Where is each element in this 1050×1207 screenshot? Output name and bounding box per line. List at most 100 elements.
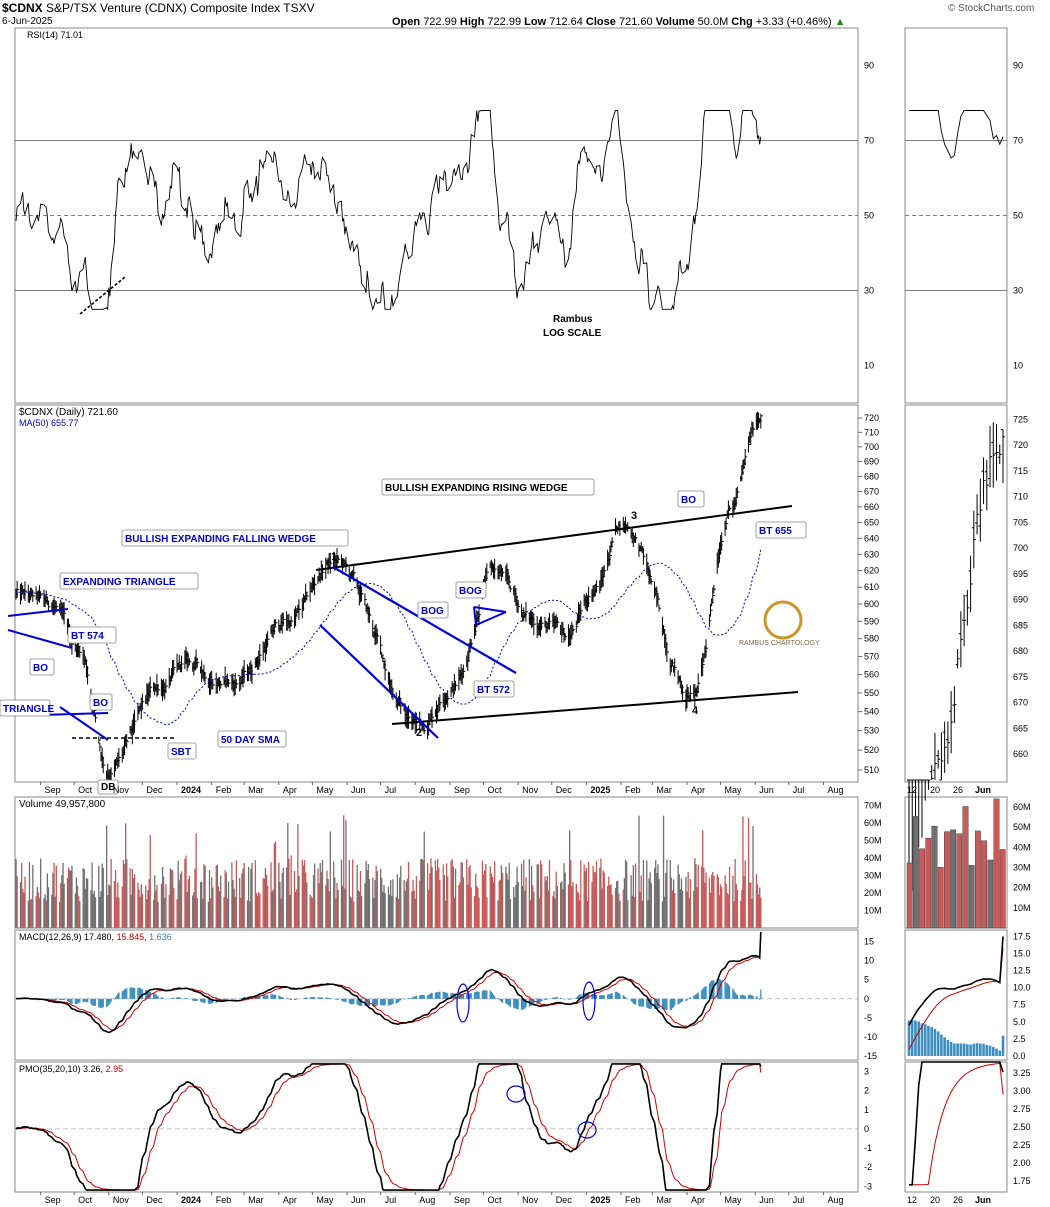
price-x-label: Sep	[45, 785, 61, 795]
macd-histogram-bar	[693, 995, 695, 999]
macd-histogram-bar	[421, 995, 423, 999]
pmo-tick-label: -3	[864, 1181, 872, 1191]
volume-bar	[334, 877, 336, 928]
pmo-x-label: Feb	[625, 1195, 641, 1205]
macd-histogram-bar	[726, 983, 728, 999]
macd-histogram-bar	[118, 992, 120, 999]
volume-bar	[287, 823, 289, 928]
macd-histogram-bar	[429, 994, 431, 999]
macd-histogram-bar	[679, 998, 682, 1003]
volume-bar	[231, 862, 233, 928]
volume-bar	[509, 899, 512, 928]
macd-histogram-bar	[516, 998, 518, 1010]
volume-bar	[263, 878, 265, 928]
volume-bar	[693, 890, 695, 928]
volume-bar	[584, 871, 586, 928]
zoom-macd-hist-bar	[956, 1043, 959, 1056]
bog-label-1-box	[417, 601, 449, 619]
volume-bar	[320, 872, 323, 928]
triangle-label-box	[0, 699, 51, 717]
volume-bar	[126, 859, 128, 928]
volume-bar	[403, 880, 405, 928]
volume-bar	[312, 875, 315, 928]
macd-histogram-bar	[630, 998, 632, 1002]
macd-histogram-bar	[485, 990, 487, 999]
volume-bar	[695, 864, 697, 928]
macd-histogram-bar	[685, 998, 687, 1002]
volume-bar	[239, 877, 241, 928]
volume-bar	[208, 870, 211, 928]
price-tick-label: 690	[864, 456, 879, 466]
volume-bar	[38, 898, 41, 928]
macd-histogram-bar	[78, 998, 80, 1003]
macd-histogram-bar	[373, 998, 375, 1008]
volume-bar	[51, 894, 53, 928]
volume-bar	[744, 860, 746, 928]
price-tick-label: 720	[864, 413, 879, 423]
exchange: TSXV	[283, 1, 315, 15]
volume-bar	[267, 885, 269, 928]
volume-bar	[421, 858, 423, 928]
macd-histogram-bar	[501, 998, 504, 1003]
macd-histogram-bar	[109, 998, 111, 1004]
logo-mark	[763, 600, 803, 640]
macd-histogram-bar	[265, 995, 268, 999]
volume-bar	[201, 881, 203, 928]
macd-histogram-bar	[443, 992, 446, 999]
price-x-label: Apr	[691, 785, 705, 795]
volume-bar	[537, 864, 539, 928]
zoom-volume-bar	[919, 848, 926, 929]
volume-bar	[55, 865, 57, 928]
macd-histogram-bar	[477, 991, 479, 999]
macd-histogram-bar	[458, 993, 460, 999]
zoom-price-tick-label: 720	[1013, 440, 1028, 450]
macd-histogram-bar	[741, 994, 743, 999]
macd-histogram-bar	[318, 997, 320, 999]
macd-histogram-bar	[312, 997, 315, 999]
volume-tick-label: 30M	[864, 871, 882, 881]
volume-bar	[709, 892, 712, 928]
macd-histogram-bar	[572, 998, 574, 999]
volume-bar	[476, 885, 478, 928]
macd-histogram-bar	[662, 998, 665, 1010]
volume-bar	[669, 859, 671, 928]
pmo-x-label: Dec	[556, 1195, 573, 1205]
volume-bar	[46, 873, 49, 928]
macd-histogram-bar	[375, 998, 377, 1007]
volume-bar	[641, 900, 643, 928]
volume-bar	[533, 891, 535, 928]
zoom-pmo-x-label: 12	[907, 1195, 917, 1205]
volume-bar	[419, 880, 421, 928]
zoom-price-tick-label: 660	[1013, 749, 1028, 759]
volume-bar	[517, 881, 519, 928]
macd-histogram-bar	[132, 987, 135, 999]
macd-histogram-bar	[740, 994, 742, 999]
macd-histogram-bar	[603, 995, 605, 999]
volume-bar	[570, 860, 572, 928]
volume-bar	[594, 872, 597, 928]
volume-bar	[273, 843, 276, 928]
zoom-x-label: 26	[953, 785, 963, 795]
volume-bar	[123, 864, 126, 928]
macd-histogram-bar	[121, 991, 123, 999]
macd-histogram-bar	[665, 998, 667, 1011]
bt574-label-box	[67, 626, 117, 644]
macd-histogram-bar	[358, 998, 361, 1006]
volume-bar	[24, 876, 26, 928]
volume-bar	[31, 898, 33, 928]
bo-label-3: BO	[681, 495, 696, 506]
macd-histogram-bar	[661, 998, 664, 1010]
header-date: 6-Jun-2025	[2, 16, 53, 27]
volume-bar	[736, 889, 739, 928]
macd-histogram-bar	[241, 998, 243, 999]
macd-histogram-bar	[505, 998, 507, 1004]
volume-bar	[397, 898, 400, 928]
sma-label-box	[217, 730, 287, 748]
macd-histogram-bar	[509, 998, 512, 1007]
volume-bar	[137, 882, 139, 928]
macd-histogram-bar	[532, 998, 534, 1005]
volume-bar	[67, 867, 70, 928]
volume-bar	[345, 820, 347, 928]
price-tick-label: 520	[864, 745, 879, 755]
pmo-x-label: Aug	[827, 1195, 843, 1205]
